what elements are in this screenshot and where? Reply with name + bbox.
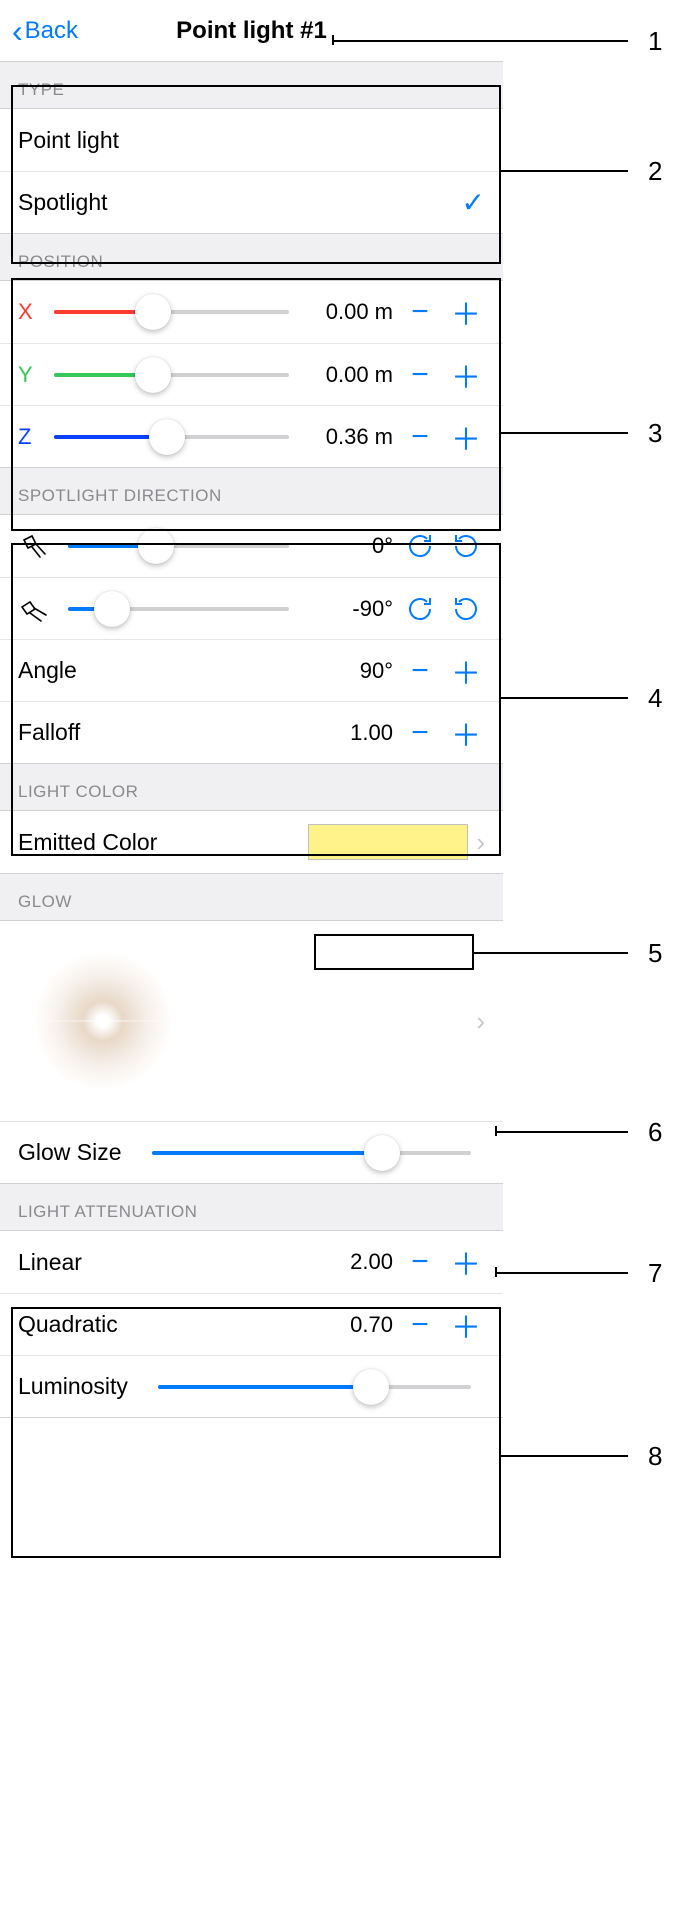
emitted-color-row[interactable]: Emitted Color › [0, 811, 503, 873]
angle-label: Angle [18, 657, 77, 684]
axis-label-x: X [18, 299, 40, 325]
direction-value-pitch: -90° [303, 596, 393, 622]
back-button[interactable]: ‹ Back [0, 15, 78, 47]
settings-panel: ‹ Back Point light #1 TYPE Point light S… [0, 0, 503, 1418]
position-value-y: 0.00 m [303, 362, 393, 388]
checkmark-icon: ✓ [462, 186, 485, 219]
callout-4: 4 [648, 683, 662, 714]
direction-slider-pitch[interactable] [68, 607, 289, 611]
type-group: Point light Spotlight ✓ [0, 108, 503, 234]
decrement-button[interactable]: − [401, 1306, 439, 1344]
linear-label: Linear [18, 1249, 82, 1276]
increment-button[interactable]: ＋ [447, 1243, 485, 1281]
direction-value-heading: 0° [303, 533, 393, 559]
direction-heading-icon [18, 530, 50, 562]
callout-8: 8 [648, 1441, 662, 1472]
position-row-z: Z 0.36 m − ＋ [0, 405, 503, 467]
angle-row: Angle 90° − ＋ [0, 639, 503, 701]
callout-2: 2 [648, 156, 662, 187]
callout-3: 3 [648, 418, 662, 449]
direction-row-pitch: -90° [0, 577, 503, 639]
direction-row-heading: 0° [0, 515, 503, 577]
glow-preview-row[interactable]: › [0, 921, 503, 1121]
section-header-glow: GLOW [0, 874, 503, 920]
angle-value: 90° [303, 658, 393, 684]
direction-pitch-icon [18, 593, 50, 625]
position-slider-x[interactable] [54, 310, 289, 314]
callout-1: 1 [648, 26, 662, 57]
spotlight-direction-group: 0° -90° [0, 514, 503, 764]
luminosity-label: Luminosity [18, 1373, 128, 1400]
linear-row: Linear 2.00 − ＋ [0, 1231, 503, 1293]
quadratic-value: 0.70 [303, 1312, 393, 1338]
increment-button[interactable]: ＋ [447, 418, 485, 456]
section-header-spotlight-direction: SPOTLIGHT DIRECTION [0, 468, 503, 514]
quadratic-label: Quadratic [18, 1311, 118, 1338]
decrement-button[interactable]: − [401, 356, 439, 394]
increment-button[interactable]: ＋ [447, 356, 485, 394]
light-color-group: Emitted Color › [0, 810, 503, 874]
rotate-cw-button[interactable] [401, 527, 439, 565]
color-swatch [308, 824, 468, 860]
falloff-label: Falloff [18, 719, 80, 746]
emitted-color-label: Emitted Color [18, 829, 157, 856]
rotate-ccw-button[interactable] [447, 527, 485, 565]
attenuation-group: Linear 2.00 − ＋ Quadratic 0.70 − ＋ Lumin… [0, 1230, 503, 1418]
decrement-button[interactable]: − [401, 1243, 439, 1281]
section-header-type: TYPE [0, 62, 503, 108]
type-option-point-light[interactable]: Point light [0, 109, 503, 171]
glow-group: › Glow Size [0, 920, 503, 1184]
decrement-button[interactable]: − [401, 714, 439, 752]
glow-size-label: Glow Size [18, 1139, 122, 1166]
glow-size-row: Glow Size [0, 1121, 503, 1183]
navbar: ‹ Back Point light #1 [0, 0, 503, 62]
section-header-position: POSITION [0, 234, 503, 280]
increment-button[interactable]: ＋ [447, 714, 485, 752]
decrement-button[interactable]: − [401, 293, 439, 331]
position-row-y: Y 0.00 m − ＋ [0, 343, 503, 405]
decrement-button[interactable]: − [401, 652, 439, 690]
rotate-cw-button[interactable] [401, 590, 439, 628]
disclosure-icon: › [476, 827, 485, 858]
direction-slider-heading[interactable] [68, 544, 289, 548]
rotate-ccw-button[interactable] [447, 590, 485, 628]
quadratic-row: Quadratic 0.70 − ＋ [0, 1293, 503, 1355]
back-label: Back [25, 17, 78, 45]
section-header-attenuation: LIGHT ATTENUATION [0, 1184, 503, 1230]
type-option-label: Point light [18, 127, 119, 154]
type-option-spotlight[interactable]: Spotlight ✓ [0, 171, 503, 233]
position-slider-y[interactable] [54, 373, 289, 377]
callout-5: 5 [648, 938, 662, 969]
position-value-z: 0.36 m [303, 424, 393, 450]
position-row-x: X 0.00 m − ＋ [0, 281, 503, 343]
position-value-x: 0.00 m [303, 299, 393, 325]
falloff-row: Falloff 1.00 − ＋ [0, 701, 503, 763]
callout-6: 6 [648, 1117, 662, 1148]
back-chevron-icon: ‹ [12, 15, 23, 47]
luminosity-slider[interactable] [158, 1385, 471, 1389]
linear-value: 2.00 [303, 1249, 393, 1275]
falloff-value: 1.00 [303, 720, 393, 746]
position-slider-z[interactable] [54, 435, 289, 439]
glow-size-slider[interactable] [152, 1151, 471, 1155]
increment-button[interactable]: ＋ [447, 293, 485, 331]
axis-label-z: Z [18, 424, 40, 450]
axis-label-y: Y [18, 362, 40, 388]
luminosity-row: Luminosity [0, 1355, 503, 1417]
increment-button[interactable]: ＋ [447, 652, 485, 690]
position-group: X 0.00 m − ＋ Y 0.00 m − ＋ Z 0. [0, 280, 503, 468]
disclosure-icon: › [476, 1006, 485, 1037]
decrement-button[interactable]: − [401, 418, 439, 456]
increment-button[interactable]: ＋ [447, 1306, 485, 1344]
glow-preview [18, 936, 188, 1106]
callout-7: 7 [648, 1258, 662, 1289]
type-option-label: Spotlight [18, 189, 108, 216]
section-header-light-color: LIGHT COLOR [0, 764, 503, 810]
